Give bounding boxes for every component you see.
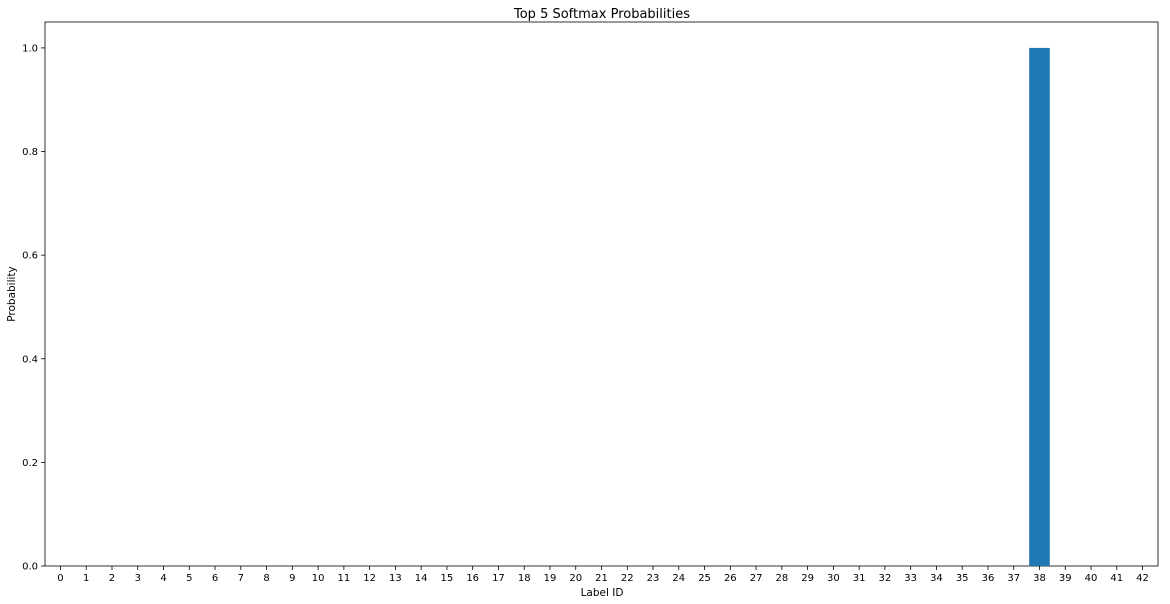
x-tick-label: 36 (982, 573, 995, 584)
x-tick-label: 34 (930, 573, 943, 584)
x-tick-label: 1 (83, 573, 89, 584)
x-tick-label: 22 (621, 573, 634, 584)
x-tick-label: 38 (1033, 573, 1046, 584)
y-tick-label: 0.8 (22, 147, 38, 158)
plot-area: 0 1 2 3 4 5 6 7 8 9 10 11 12 13 14 15 16 17 18 19 20 21 22 23 24… (22, 21, 1159, 584)
x-axis-label: Label ID (581, 587, 624, 599)
x-tick-label: 39 (1059, 573, 1072, 584)
x-tick-label: 27 (750, 573, 763, 584)
x-tick-label: 7 (238, 573, 244, 584)
x-tick-label: 41 (1110, 573, 1123, 584)
x-tick-label: 11 (337, 573, 350, 584)
x-tick-label: 42 (1136, 573, 1149, 584)
x-tick-label: 37 (1007, 573, 1020, 584)
x-tick-label: 26 (724, 573, 737, 584)
y-tick-label: 0.2 (22, 458, 38, 469)
x-tick-label: 29 (801, 573, 814, 584)
x-tick-label: 9 (289, 573, 295, 584)
x-tick-label: 0 (57, 573, 63, 584)
x-tick-label: 12 (363, 573, 376, 584)
y-axis-label: Probability (6, 266, 18, 322)
y-tick-label: 0.6 (22, 251, 38, 262)
x-tick-label: 18 (518, 573, 531, 584)
x-tick-label: 30 (827, 573, 840, 584)
x-tick-label: 6 (212, 573, 218, 584)
x-tick-label: 5 (186, 573, 192, 584)
x-tick-label: 2 (109, 573, 115, 584)
y-tick-label: 0.4 (22, 354, 38, 365)
x-tick-label: 20 (569, 573, 582, 584)
x-tick-label: 17 (492, 573, 505, 584)
x-tick-label: 35 (956, 573, 969, 584)
x-tick-label: 32 (879, 573, 892, 584)
x-tick-label: 21 (595, 573, 608, 584)
x-tick-label: 19 (544, 573, 557, 584)
x-tick-label: 8 (263, 573, 269, 584)
x-tick-label: 16 (466, 573, 479, 584)
bar-38 (1029, 47, 1050, 566)
y-tick-label: 1.0 (22, 43, 38, 54)
x-tick-label: 25 (698, 573, 711, 584)
y-axis-ticks: 0.0 0.2 0.4 0.6 0.8 1.0 (22, 43, 45, 573)
chart-title: Top 5 Softmax Probabilities (513, 7, 690, 22)
x-tick-label: 13 (389, 573, 402, 584)
x-tick-label: 15 (441, 573, 454, 584)
x-tick-label: 28 (775, 573, 788, 584)
x-tick-label: 14 (415, 573, 428, 584)
plot-frame (44, 21, 1159, 567)
x-tick-label: 10 (312, 573, 325, 584)
x-tick-label: 3 (135, 573, 141, 584)
bars-group (1029, 47, 1050, 566)
x-tick-label: 31 (853, 573, 866, 584)
x-axis-ticks: 0 1 2 3 4 5 6 7 8 9 10 11 12 13 14 15 16 17 18 19 20 21 22 23 24… (57, 566, 1149, 584)
y-tick-label: 0.0 (22, 562, 38, 573)
x-tick-label: 4 (160, 573, 166, 584)
x-tick-label: 40 (1085, 573, 1098, 584)
x-tick-label: 33 (904, 573, 917, 584)
x-tick-label: 23 (647, 573, 660, 584)
x-tick-label: 24 (672, 573, 685, 584)
